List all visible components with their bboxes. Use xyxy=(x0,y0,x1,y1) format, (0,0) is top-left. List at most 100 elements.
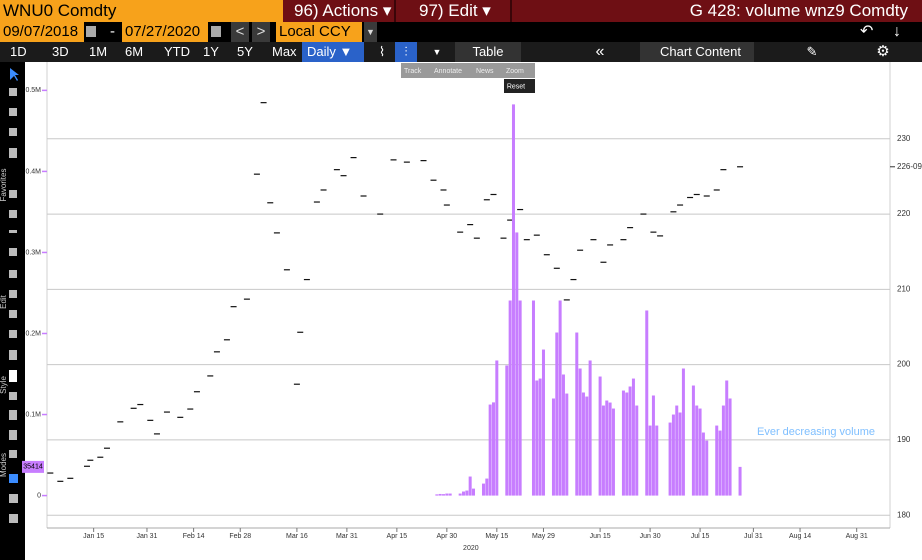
range-button[interactable]: 1D xyxy=(10,44,27,59)
settings-icon[interactable] xyxy=(9,514,18,523)
table-button[interactable]: Table xyxy=(455,42,521,62)
tool-icon[interactable] xyxy=(9,310,17,318)
edit-menu[interactable]: 97) Edit ▾ xyxy=(399,0,512,22)
currency-field[interactable]: Local CCY xyxy=(276,22,362,42)
tool-icon[interactable] xyxy=(9,210,17,218)
volume-bar xyxy=(675,405,679,496)
edit-icon[interactable]: ✎ xyxy=(806,44,818,59)
tool-icon[interactable] xyxy=(9,370,17,382)
volume-bar xyxy=(608,402,612,496)
y-tick-label: 0 xyxy=(37,492,41,499)
range-button[interactable]: 6M xyxy=(125,44,144,59)
x-tick-label: Apr 15 xyxy=(387,533,408,540)
volume-bar xyxy=(555,332,559,496)
tool-icon[interactable] xyxy=(9,248,17,256)
volume-bar xyxy=(438,493,442,496)
actions-menu[interactable]: 96) Actions ▾ xyxy=(286,0,396,22)
start-date[interactable]: 09/07/2018 xyxy=(0,22,84,42)
volume-bar xyxy=(561,374,565,496)
line-chart-button[interactable]: ⌇ xyxy=(378,44,386,59)
volume-bar xyxy=(715,425,719,496)
range-button[interactable]: 5Y xyxy=(237,44,253,59)
volume-bar xyxy=(491,402,495,496)
volume-bar xyxy=(445,493,449,496)
volume-bar xyxy=(725,380,729,496)
tool-icon[interactable] xyxy=(9,148,17,158)
volume-bar xyxy=(575,332,579,496)
volume-bar xyxy=(495,360,499,496)
popup-tool: Annotate xyxy=(434,68,462,75)
collapse-button[interactable]: « xyxy=(595,43,605,60)
volume-bar xyxy=(535,380,539,496)
tool-icon[interactable] xyxy=(9,410,17,420)
volume-bar xyxy=(598,376,602,496)
x-tick-label: Feb 28 xyxy=(229,533,251,540)
tool-icon[interactable] xyxy=(9,330,17,338)
undo-button[interactable]: ↶ xyxy=(860,23,874,40)
pointer-icon[interactable] xyxy=(10,68,19,81)
mode-icon[interactable] xyxy=(9,474,18,483)
reset-button[interactable] xyxy=(504,79,535,93)
settings-icon[interactable]: ⚙ xyxy=(876,43,890,60)
volume-bar xyxy=(738,466,742,496)
volume-bar xyxy=(488,404,492,496)
volume-bar xyxy=(728,398,732,496)
volume-bar xyxy=(485,478,489,496)
tool-icon[interactable] xyxy=(9,290,17,298)
calendar-icon[interactable] xyxy=(86,26,96,37)
y2-tick-label: 180 xyxy=(897,510,911,519)
range-button[interactable]: YTD xyxy=(164,44,190,59)
frequency-button[interactable]: Daily ▼ xyxy=(302,42,364,62)
chart-type-dropdown[interactable]: ▼ xyxy=(432,47,442,57)
tool-icon[interactable] xyxy=(9,108,17,116)
volume-bar xyxy=(698,408,702,496)
calendar-icon[interactable] xyxy=(211,26,221,37)
y2-tick-label: 190 xyxy=(897,435,911,444)
tool-icon[interactable] xyxy=(9,128,17,136)
x-tick-label: Jun 30 xyxy=(640,533,661,540)
range-button[interactable]: 1M xyxy=(89,44,108,59)
range-buttons: 1D 3D 1M 6M YTD 1Y 5Y Max xyxy=(0,42,300,62)
side-section-label: Favorites xyxy=(0,169,8,202)
x-tick-label: Feb 14 xyxy=(183,533,205,540)
volume-bar xyxy=(691,385,695,496)
mode-icon[interactable] xyxy=(9,494,18,503)
security-field[interactable]: WNU0 Comdty xyxy=(0,0,283,22)
tool-icon[interactable] xyxy=(9,270,17,278)
end-date[interactable]: 07/27/2020 xyxy=(122,22,208,42)
range-button[interactable]: 1Y xyxy=(203,44,219,59)
side-section-label: Modes xyxy=(0,453,8,477)
tool-icon[interactable] xyxy=(9,392,17,400)
volume-bar xyxy=(481,483,485,496)
side-section-label: Edit xyxy=(0,294,8,309)
volume-bar xyxy=(605,400,609,496)
chart-background xyxy=(0,62,922,560)
side-section-label: Style xyxy=(0,376,8,394)
range-button[interactable]: 3D xyxy=(52,44,69,59)
last-volume-label: 35414 xyxy=(23,464,43,471)
y-tick-label: 0.3M xyxy=(25,249,41,256)
volume-bar xyxy=(655,425,659,496)
tool-icon[interactable] xyxy=(9,190,17,198)
tool-icon[interactable] xyxy=(9,350,17,360)
draw-icon[interactable] xyxy=(9,88,17,96)
currency-dropdown[interactable]: ▼ xyxy=(364,22,377,42)
tool-icon[interactable] xyxy=(9,230,17,233)
volume-bar xyxy=(468,476,472,496)
x-tick-label: Jan 15 xyxy=(83,533,104,540)
bar-chart-button[interactable]: ⫶ xyxy=(395,42,417,62)
chart-content-button[interactable]: Chart Content xyxy=(640,42,754,62)
download-button[interactable]: ↓ xyxy=(893,23,901,40)
range-button[interactable]: Max xyxy=(272,44,297,59)
x-tick-label: Jun 15 xyxy=(590,533,611,540)
volume-bar xyxy=(611,408,615,496)
x-tick-label: Mar 31 xyxy=(336,533,358,540)
x-tick-label: Jan 31 xyxy=(136,533,157,540)
tool-icon[interactable] xyxy=(9,430,17,440)
volume-bar xyxy=(705,440,709,496)
popup-tool: Zoom xyxy=(506,68,524,75)
volume-bar xyxy=(511,104,515,496)
next-button[interactable]: > xyxy=(252,22,270,42)
tool-icon[interactable] xyxy=(9,450,17,458)
prev-button[interactable]: < xyxy=(231,22,249,42)
